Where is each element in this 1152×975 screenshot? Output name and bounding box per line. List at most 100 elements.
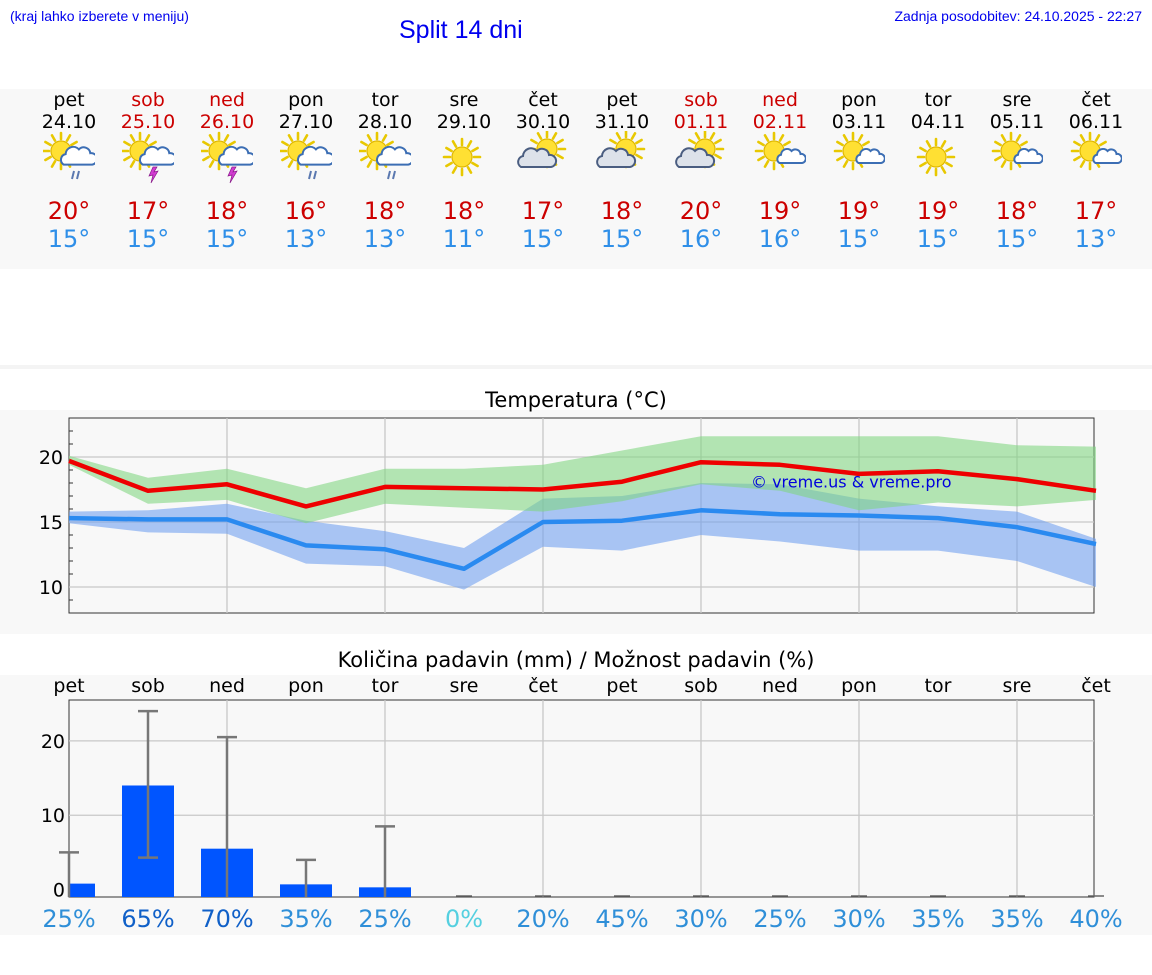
y-tick-label: 10	[41, 805, 65, 827]
max-temperature: 18°	[995, 197, 1039, 225]
sun-cloud-rain-icon	[43, 131, 95, 180]
min-temperature: 16°	[679, 225, 723, 253]
x-tick-label: tor	[372, 675, 399, 697]
sun-small-cloud-icon	[754, 131, 806, 171]
x-tick-label: čet	[528, 675, 558, 697]
min-temperature: 15°	[916, 225, 960, 253]
max-temperature: 20°	[679, 197, 723, 225]
precipitation-probability: 25%	[753, 905, 806, 933]
precipitation-probability: 35%	[990, 905, 1043, 933]
forecast-day: sre 05.11 18° 15°	[977, 89, 1057, 269]
precipitation-probability: 30%	[674, 905, 727, 933]
day-name: tor	[371, 89, 399, 111]
x-tick-label: sre	[450, 675, 479, 697]
precipitation-probability: 35%	[911, 905, 964, 933]
sun-small-cloud-icon	[833, 131, 885, 171]
max-temperature: 19°	[758, 197, 802, 225]
day-date: 01.11	[673, 111, 729, 133]
day-date: 27.10	[278, 111, 334, 133]
day-date: 06.11	[1068, 111, 1124, 133]
day-name: sre	[449, 89, 479, 111]
precipitation-probability: 70%	[200, 905, 253, 933]
sun-cloud-rain-icon	[280, 131, 332, 180]
y-tick-label: 20	[39, 447, 63, 469]
x-tick-label: pet	[53, 675, 84, 697]
forecast-day: čet 06.11 17° 13°	[1056, 89, 1136, 269]
watermark: © vreme.us & vreme.pro	[751, 473, 952, 492]
day-name: ned	[762, 89, 798, 111]
y-tick-label: 20	[41, 731, 65, 753]
day-name: sob	[131, 89, 165, 111]
forecast-day: čet 30.10 17° 15°	[503, 89, 583, 269]
max-temperature: 19°	[837, 197, 881, 225]
max-temperature: 20°	[47, 197, 91, 225]
forecast-day: pon 03.11 19° 15°	[819, 89, 899, 269]
day-name: ned	[209, 89, 245, 111]
day-date: 05.11	[989, 111, 1045, 133]
precipitation-probability: 25%	[42, 905, 95, 933]
max-temperature: 16°	[284, 197, 328, 225]
temperature-chart-title: Temperatura (°C)	[485, 388, 667, 412]
precipitation-chart-title: Količina padavin (mm) / Možnost padavin …	[337, 648, 815, 672]
max-temperature: 19°	[916, 197, 960, 225]
forecast-day: tor 28.10 18° 13°	[345, 89, 425, 269]
min-temperature: 13°	[1074, 225, 1118, 253]
day-name: pon	[288, 89, 324, 111]
forecast-day: sob 01.11 20° 16°	[661, 89, 741, 269]
x-tick-label: sob	[684, 675, 718, 697]
day-name: sre	[1002, 89, 1032, 111]
day-date: 02.11	[752, 111, 808, 133]
max-temperature-line	[68, 458, 1097, 509]
temperature-chart: 10 15 20 © vreme.us & vreme.pro	[39, 417, 1097, 614]
day-name: tor	[924, 89, 952, 111]
sun-icon	[442, 137, 482, 177]
x-tick-label: ned	[762, 675, 798, 697]
forecast-day: pet 31.10 18° 15°	[582, 89, 662, 269]
min-temperature: 11°	[442, 225, 486, 253]
precipitation-probability: 30%	[832, 905, 885, 933]
forecast-day: ned 02.11 19° 16°	[740, 89, 820, 269]
max-temperature: 18°	[363, 197, 407, 225]
precipitation-probability: 25%	[358, 905, 411, 933]
min-temperature: 15°	[521, 225, 565, 253]
cloud-sun-icon	[596, 131, 646, 169]
forecast-day: pon 27.10 16° 13°	[266, 89, 346, 269]
cloud-sun-icon	[517, 131, 567, 169]
sun-cloud-thunder-icon	[122, 131, 174, 184]
y-tick-label: 15	[39, 512, 63, 534]
day-date: 25.10	[120, 111, 176, 133]
min-temperature-band	[69, 483, 1096, 590]
precipitation-probability: 0%	[445, 905, 483, 933]
divider	[0, 365, 1152, 369]
min-temperature: 13°	[363, 225, 407, 253]
day-date: 04.11	[910, 111, 966, 133]
sun-cloud-rain-icon	[359, 131, 411, 180]
x-tick-label: sre	[1003, 675, 1032, 697]
max-temperature: 17°	[1074, 197, 1118, 225]
max-temperature: 17°	[521, 197, 565, 225]
forecast-day: pet 24.10 20° 15°	[29, 89, 109, 269]
min-temperature: 15°	[205, 225, 249, 253]
max-temperature: 18°	[442, 197, 486, 225]
forecast-day: sre 29.10 18° 11°	[424, 89, 504, 269]
forecast-day: tor 04.11 19° 15°	[898, 89, 978, 269]
day-date: 29.10	[436, 111, 492, 133]
day-name: pon	[841, 89, 877, 111]
sun-small-cloud-icon	[991, 131, 1043, 171]
forecast-day: ned 26.10 18° 15°	[187, 89, 267, 269]
x-tick-label: pon	[841, 675, 877, 697]
precipitation-chart: pet sob ned pon tor sre čet pet sob ned pon tor sre č…	[41, 675, 1123, 933]
precipitation-probability: 35%	[279, 905, 332, 933]
y-tick-label: 10	[39, 577, 63, 599]
precipitation-probability: 40%	[1069, 905, 1122, 933]
min-temperature: 15°	[837, 225, 881, 253]
x-tick-label: pon	[288, 675, 324, 697]
forecast-band: pet 24.10 20° 15° sob 25.10 17° 15° ned 26.10 18° 1…	[0, 89, 1152, 269]
day-name: sob	[684, 89, 718, 111]
cloud-sun-icon	[675, 131, 725, 169]
y-tick-label: 0	[53, 880, 65, 902]
sun-small-cloud-icon	[1070, 131, 1122, 171]
precipitation-probability: 45%	[595, 905, 648, 933]
x-tick-label: tor	[925, 675, 952, 697]
page-title: Split 14 dni	[399, 16, 523, 44]
